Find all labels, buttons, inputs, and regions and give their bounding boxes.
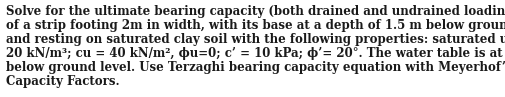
Text: and resting on saturated clay soil with the following properties: saturated unit: and resting on saturated clay soil with … bbox=[6, 33, 505, 46]
Text: Capacity Factors.: Capacity Factors. bbox=[6, 74, 119, 87]
Text: below ground level. Use Terzaghi bearing capacity equation with Meyerhof’s Beari: below ground level. Use Terzaghi bearing… bbox=[6, 61, 505, 74]
Text: Solve for the ultimate bearing capacity (both drained and undrained loading cond: Solve for the ultimate bearing capacity … bbox=[6, 6, 505, 19]
Text: of a strip footing 2m in width, with its base at a depth of 1.5 m below ground s: of a strip footing 2m in width, with its… bbox=[6, 19, 505, 32]
Text: 20 kN/m³; cu = 40 kN/m², ϕu=0; c’ = 10 kPa; ϕ’= 20°. The water table is at 1 m d: 20 kN/m³; cu = 40 kN/m², ϕu=0; c’ = 10 k… bbox=[6, 47, 505, 60]
